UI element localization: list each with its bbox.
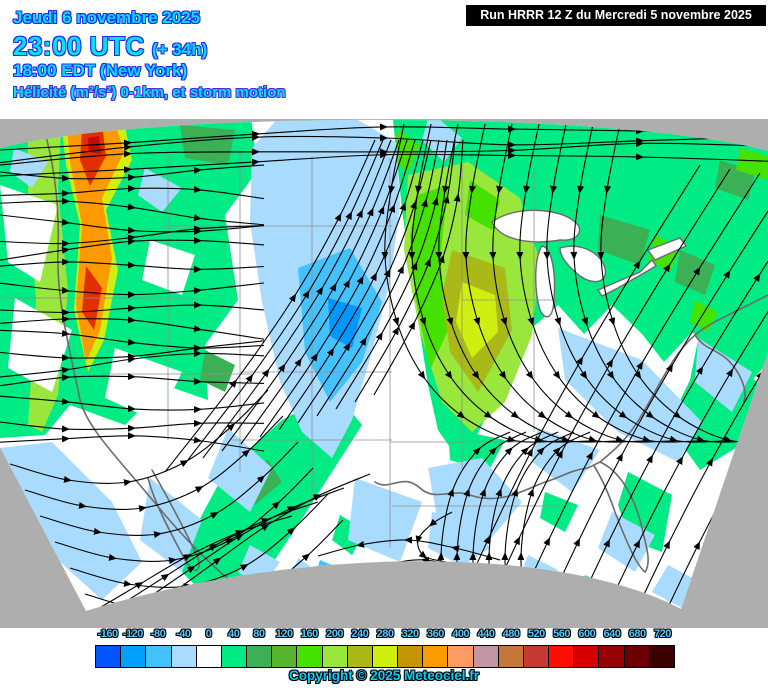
scale-swatch	[322, 646, 348, 667]
scale-swatch	[423, 646, 449, 667]
scale-tick-label: 720	[653, 628, 671, 640]
scale-tick-label: 320	[401, 628, 419, 640]
scale-tick-label: 400	[452, 628, 470, 640]
scale-tick-label: 600	[578, 628, 596, 640]
scale-swatch	[372, 646, 399, 667]
scale-swatch	[473, 646, 499, 667]
map-content	[0, 119, 768, 611]
scale-tick-label: 240	[351, 628, 369, 640]
color-scale-bar	[95, 645, 675, 668]
scale-swatch	[272, 646, 298, 667]
scale-tick-label: -40	[176, 628, 191, 640]
scale-swatch	[624, 646, 650, 667]
scale-swatch	[398, 646, 424, 667]
scale-swatch	[96, 646, 122, 667]
scale-tick-label: 280	[376, 628, 394, 640]
scale-swatch	[221, 646, 248, 667]
scale-tick-label: 360	[427, 628, 444, 640]
model-run-info: Run HRRR 12 Z du Mercredi 5 novembre 202…	[466, 5, 766, 26]
parameter-label: Hélicité (m²/s²) 0-1km, et storm motion	[13, 84, 286, 101]
scale-swatch	[247, 646, 273, 667]
scale-swatch	[448, 646, 474, 667]
scale-swatch	[297, 646, 323, 667]
scale-swatch	[196, 646, 222, 667]
forecast-offset-label: (+ 34h)	[152, 40, 208, 59]
scale-tick-label: 640	[603, 628, 621, 640]
scale-swatch	[574, 646, 600, 667]
scale-swatch	[171, 646, 197, 667]
scale-swatch	[549, 646, 575, 667]
utc-time-label: 23:00 UTC	[13, 31, 145, 61]
copyright-label: Copyright © 2025 Meteociel.fr	[289, 668, 479, 683]
scale-tick-label: -80	[150, 628, 166, 640]
scale-swatch	[599, 646, 625, 667]
streamlines	[0, 123, 768, 611]
scale-tick-label: 480	[502, 628, 520, 640]
scale-swatch	[523, 646, 550, 667]
scale-tick-label: 40	[228, 628, 240, 640]
scale-tick-label: 160	[300, 628, 318, 640]
scale-swatch	[649, 646, 674, 667]
scale-swatch	[498, 646, 524, 667]
scale-tick-label: 680	[628, 628, 646, 640]
scale-tick-label: -160	[97, 628, 119, 640]
scale-tick-label: 520	[527, 628, 545, 640]
scale-tick-label: 440	[477, 628, 495, 640]
scale-tick-label: 200	[326, 628, 343, 640]
color-scale-labels: -160 -120 -80 -40 0 40 80 120 160 200 240 280 320 360…	[95, 628, 675, 640]
local-time-label: 18:00 EDT (New York)	[13, 61, 188, 80]
scale-tick-label: 0	[205, 628, 212, 640]
scale-swatch	[146, 646, 172, 667]
scale-swatch	[121, 646, 147, 667]
scale-tick-label: 80	[253, 628, 265, 640]
scale-tick-label: -120	[122, 628, 144, 640]
scale-tick-label: 560	[553, 628, 570, 640]
date-label: Jeudi 6 novembre 2025	[13, 8, 201, 27]
scale-swatch	[347, 646, 373, 667]
scale-tick-label: 120	[275, 628, 293, 640]
